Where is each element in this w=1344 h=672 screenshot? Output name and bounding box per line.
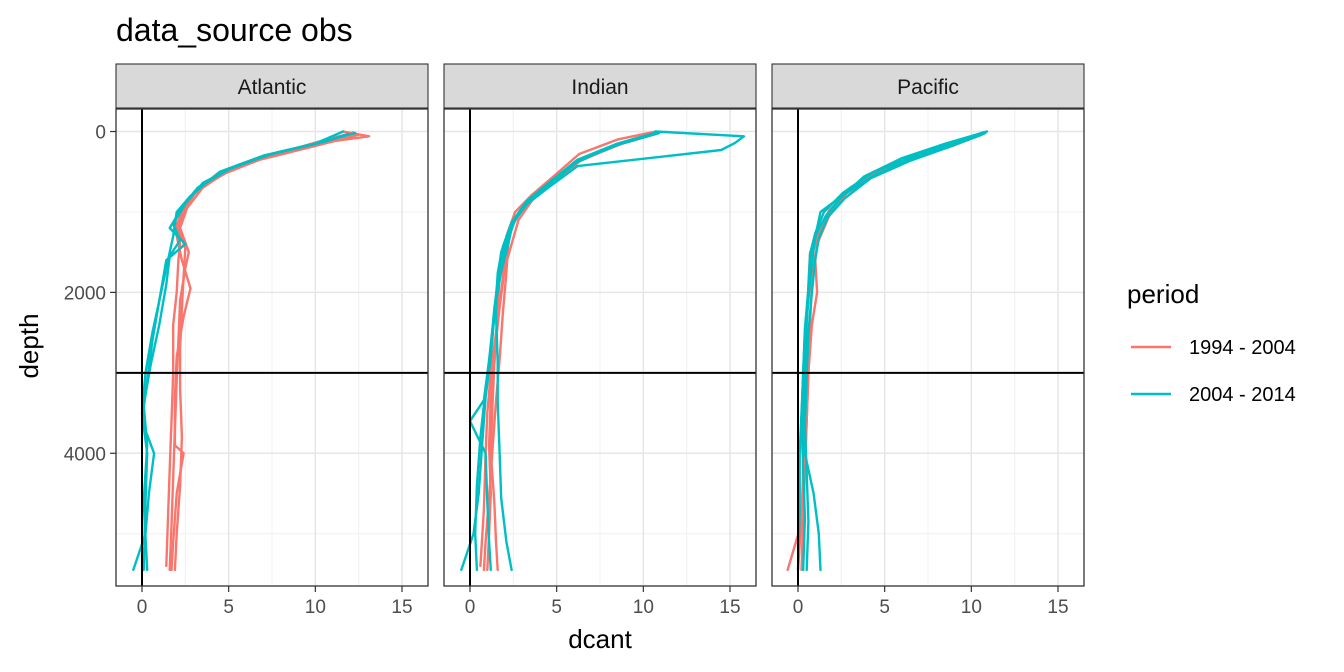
x-tick-label: 10 — [633, 597, 654, 618]
series-line — [803, 133, 983, 572]
x-tick-label: 0 — [465, 597, 476, 618]
x-tick-label: 15 — [391, 597, 412, 618]
legend: period 1994 - 2004 2004 - 2014 — [1127, 279, 1296, 406]
x-tick-label: 15 — [1047, 597, 1068, 618]
series-line — [468, 131, 659, 572]
panel-border — [443, 108, 757, 587]
facet-strip — [443, 63, 757, 109]
facet-strip-label: Atlantic — [238, 76, 307, 99]
series-line — [800, 131, 985, 572]
y-tick-label: 4000 — [64, 444, 106, 465]
legend-title: period — [1127, 279, 1199, 309]
y-tick-label: 0 — [95, 123, 106, 144]
legend-label: 2004 - 2014 — [1189, 384, 1296, 406]
chart-title: data_source obs — [116, 12, 353, 48]
x-tick-label: 5 — [223, 597, 234, 618]
legend-label: 1994 - 2004 — [1189, 337, 1296, 359]
x-tick-label: 15 — [719, 597, 740, 618]
series-line — [142, 131, 357, 572]
x-tick-label: 0 — [793, 597, 804, 618]
facet-panel-pacific: Pacific 0 5 10 15 — [771, 63, 1085, 618]
panel-border — [771, 108, 1085, 587]
x-tick-label: 0 — [137, 597, 148, 618]
facet-strip-label: Indian — [571, 76, 628, 99]
legend-item: 2004 - 2014 — [1131, 384, 1296, 406]
facet-strip-label: Pacific — [897, 76, 959, 99]
facet-panel-indian: Indian 0 5 10 15 — [443, 63, 757, 618]
x-tick-label: 10 — [305, 597, 326, 618]
facet-panels: Atlantic 0 5 10 15 Indian 0 5 10 15 Pacific 0 5 10 15 — [115, 63, 1085, 618]
y-axis-title: depth — [14, 313, 44, 378]
x-tick-label: 5 — [879, 597, 890, 618]
series-line — [170, 133, 360, 572]
x-tick-label: 5 — [551, 597, 562, 618]
x-axis-title: dcant — [568, 624, 632, 654]
y-axis: 0 2000 4000 — [64, 123, 116, 465]
y-tick-label: 2000 — [64, 283, 106, 304]
facet-strip — [771, 63, 1085, 109]
facet-strip — [115, 63, 429, 109]
x-tick-label: 10 — [961, 597, 982, 618]
facet-panel-atlantic: Atlantic 0 5 10 15 — [115, 63, 429, 618]
legend-item: 1994 - 2004 — [1131, 337, 1296, 359]
panel-border — [115, 108, 429, 587]
